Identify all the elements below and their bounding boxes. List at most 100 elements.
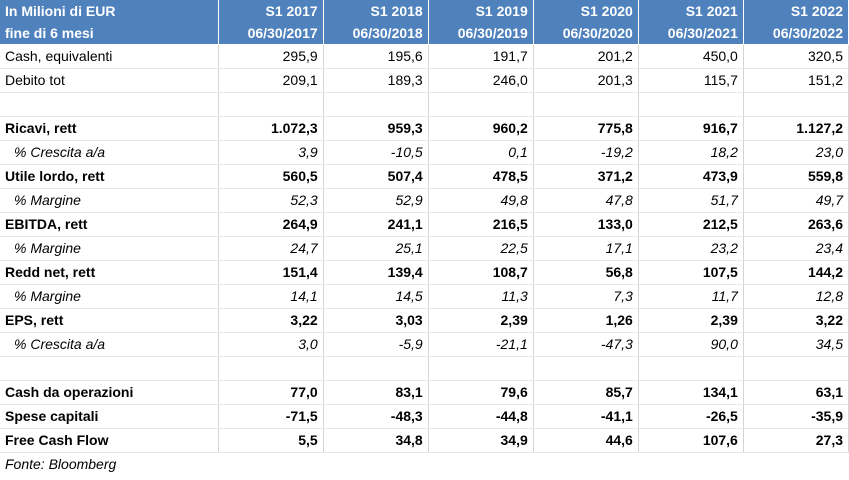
table-cell: -35,9 (743, 404, 849, 429)
table-cell: 478,5 (428, 164, 534, 189)
source-note: Fonte: Bloomberg (5, 456, 117, 473)
row-label: EBITDA, rett (0, 212, 219, 237)
table-cell: 14,5 (323, 284, 429, 309)
row-label: Debito tot (0, 68, 219, 93)
table-cell: 52,3 (218, 188, 324, 213)
table-row: % Crescita a/a 3,0 -5,9 -21,1 -47,3 90,0 34,5 (0, 332, 849, 357)
header-period-label: fine di 6 mesi (0, 22, 219, 45)
table-cell: 83,1 (323, 380, 429, 405)
table-row: Utile lordo, rett 560,5 507,4 478,5 371,2 473… (0, 164, 849, 189)
header-row-periods: In Milioni di EUR S1 2017 S1 2018 S1 201… (0, 0, 849, 22)
table-cell: 264,9 (218, 212, 324, 237)
table-cell: 77,0 (218, 380, 324, 405)
table-cell (323, 356, 429, 381)
row-label: Redd net, rett (0, 260, 219, 285)
table-row-spacer (0, 92, 849, 117)
table-cell: 3,22 (218, 308, 324, 333)
table-cell: 44,6 (533, 428, 639, 453)
table-row: Debito tot 209,1 189,3 246,0 201,3 115,7 151,2 (0, 68, 849, 93)
table-cell: 85,7 (533, 380, 639, 405)
table-cell: 559,8 (743, 164, 849, 189)
table-cell: 22,5 (428, 236, 534, 261)
table-cell: 25,1 (323, 236, 429, 261)
table-cell (638, 92, 744, 117)
table-cell: 7,3 (533, 284, 639, 309)
table-cell: 2,39 (428, 308, 534, 333)
table-cell: 209,1 (218, 68, 324, 93)
table-cell: 3,22 (743, 308, 849, 333)
table-cell: 3,9 (218, 140, 324, 165)
table-cell: 18,2 (638, 140, 744, 165)
header-period: S1 2017 (218, 0, 324, 22)
table-cell: 0,1 (428, 140, 534, 165)
table-cell: 5,5 (218, 428, 324, 453)
table-cell (638, 356, 744, 381)
row-label (0, 92, 219, 117)
table-cell: 90,0 (638, 332, 744, 357)
header-date: 06/30/2019 (428, 22, 534, 45)
table-cell: -47,3 (533, 332, 639, 357)
table-cell: 115,7 (638, 68, 744, 93)
table-row: % Margine 24,7 25,1 22,5 17,1 23,2 23,4 (0, 236, 849, 261)
table-cell: 14,1 (218, 284, 324, 309)
table-cell: 51,7 (638, 188, 744, 213)
header-period: S1 2022 (743, 0, 849, 22)
row-label: Cash da operazioni (0, 380, 219, 405)
table-cell: 212,5 (638, 212, 744, 237)
table-cell: -41,1 (533, 404, 639, 429)
table-cell: 79,6 (428, 380, 534, 405)
table-cell: 959,3 (323, 116, 429, 141)
table-body: Cash, equivalenti 295,9 195,6 191,7 201,2 450… (0, 44, 849, 476)
table-cell: -26,5 (638, 404, 744, 429)
table-cell: 34,5 (743, 332, 849, 357)
table-cell: 507,4 (323, 164, 429, 189)
table-cell: 191,7 (428, 44, 534, 69)
table-cell: -48,3 (323, 404, 429, 429)
header-date: 06/30/2021 (638, 22, 744, 45)
table-cell: -71,5 (218, 404, 324, 429)
table-cell: 195,6 (323, 44, 429, 69)
table-row: Spese capitali -71,5 -48,3 -44,8 -41,1 -26,5-… (0, 404, 849, 429)
table-cell: 17,1 (533, 236, 639, 261)
table-cell: 216,5 (428, 212, 534, 237)
header-period: S1 2020 (533, 0, 639, 22)
table-cell: 1.127,2 (743, 116, 849, 141)
table-cell: 47,8 (533, 188, 639, 213)
header-row-dates: fine di 6 mesi 06/30/2017 06/30/2018 06/… (0, 22, 849, 45)
table-cell: 11,7 (638, 284, 744, 309)
row-label: EPS, rett (0, 308, 219, 333)
table-cell: 3,0 (218, 332, 324, 357)
table-cell: 241,1 (323, 212, 429, 237)
table-cell: 11,3 (428, 284, 534, 309)
table-cell: 473,9 (638, 164, 744, 189)
table-cell (533, 356, 639, 381)
table-cell (743, 92, 849, 117)
row-label: Spese capitali (0, 404, 219, 429)
row-label: % Crescita a/a (0, 332, 219, 357)
table-cell: 23,0 (743, 140, 849, 165)
table-cell: 144,2 (743, 260, 849, 285)
table-cell: 49,8 (428, 188, 534, 213)
table-cell: 320,5 (743, 44, 849, 69)
table-cell: 108,7 (428, 260, 534, 285)
table-cell: 263,6 (743, 212, 849, 237)
table-cell: 3,03 (323, 308, 429, 333)
table-cell (428, 356, 534, 381)
table-row: % Margine 52,3 52,9 49,8 47,8 51,7 49,7 (0, 188, 849, 213)
table-cell: 2,39 (638, 308, 744, 333)
header-date: 06/30/2018 (323, 22, 429, 45)
table-cell: -10,5 (323, 140, 429, 165)
table-cell (428, 92, 534, 117)
table-cell: -21,1 (428, 332, 534, 357)
table-row: % Crescita a/a 3,9 -10,5 0,1 -19,2 18,2 23,0 (0, 140, 849, 165)
table-cell: 49,7 (743, 188, 849, 213)
table-cell: 1.072,3 (218, 116, 324, 141)
table-cell (218, 356, 324, 381)
table-row: EPS, rett 3,22 3,03 2,39 1,26 2,39 3,22 (0, 308, 849, 333)
table-row: EBITDA, rett 264,9 241,1 216,5 133,0 212,5 263… (0, 212, 849, 237)
table-row: % Margine 14,1 14,5 11,3 7,3 11,7 12,8 (0, 284, 849, 309)
table-cell: 107,5 (638, 260, 744, 285)
row-label: % Crescita a/a (0, 140, 219, 165)
table-cell: 189,3 (323, 68, 429, 93)
table-row: Free Cash Flow 5,5 34,8 34,9 44,6 107,6 27,3 (0, 428, 849, 453)
